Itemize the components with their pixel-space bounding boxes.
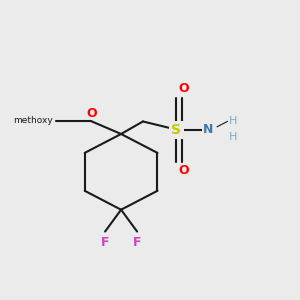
Text: F: F: [101, 236, 109, 249]
Text: S: S: [171, 123, 182, 136]
Text: H: H: [229, 132, 237, 142]
Text: methoxy: methoxy: [14, 116, 53, 125]
Text: H: H: [229, 116, 237, 126]
Text: F: F: [133, 236, 141, 249]
Text: N: N: [203, 123, 214, 136]
Text: O: O: [178, 164, 188, 177]
Text: O: O: [178, 82, 188, 95]
Text: O: O: [87, 107, 97, 120]
